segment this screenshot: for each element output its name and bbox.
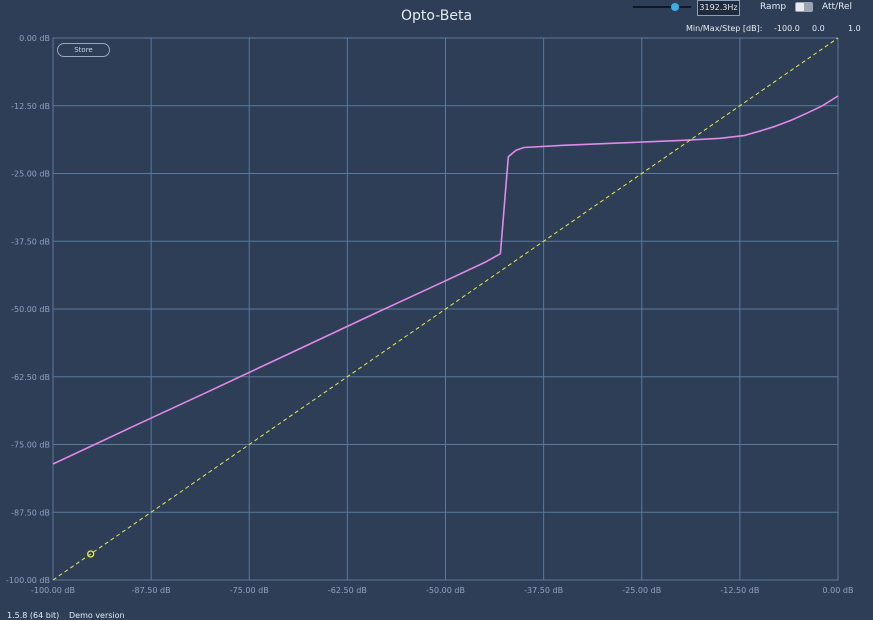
x-tick-label: -62.50 dB [328,586,367,595]
chart-series [52,37,839,581]
x-tick-label: -87.50 dB [132,586,171,595]
slider-track [633,6,691,8]
y-tick-label: -37.50 dB [11,237,50,246]
ramp-toggle[interactable] [795,2,813,12]
axis-tick-labels: -100.00 dB -87.50 dB -75.00 dB -62.50 dB -50… [6,34,853,595]
store-button[interactable]: Store [57,43,110,57]
min-value-field[interactable]: -100.0 [774,24,800,33]
y-tick-label: -87.50 dB [11,508,50,517]
y-tick-label: -75.00 dB [11,441,50,450]
y-tick-label: -100.00 dB [6,576,50,585]
version-label: 1.5.8 (64 bit) [7,611,60,620]
x-tick-label: -12.50 dB [720,586,759,595]
y-tick-label: -62.50 dB [11,373,50,382]
y-tick-label: -12.50 dB [11,102,50,111]
y-tick-label: -25.00 dB [11,170,50,179]
grid-lines [52,37,839,581]
demo-status-label: Demo version [69,611,125,620]
x-tick-label: -37.50 dB [524,586,563,595]
y-tick-label: 0.00 dB [19,34,50,43]
toggle-knob [796,3,804,11]
step-value-field[interactable]: 1.0 [848,24,861,33]
max-value-field[interactable]: 0.0 [812,24,825,33]
x-tick-label: -75.00 dB [230,586,269,595]
frequency-slider[interactable] [633,3,691,11]
min-max-step-label: Min/Max/Step [dB]: [686,24,763,33]
transfer-curve-line [52,95,839,465]
x-tick-label: 0.00 dB [823,586,854,595]
y-tick-label: -50.00 dB [11,305,50,314]
ramp-label: Ramp [760,2,787,12]
level-marker[interactable] [87,550,95,558]
x-tick-label: -50.00 dB [426,586,465,595]
frequency-field[interactable]: 3192.3Hz [697,0,740,16]
plugin-title: Opto-Beta [400,8,473,24]
slider-thumb[interactable] [670,3,679,11]
x-tick-label: -25.00 dB [622,586,661,595]
att-rel-label: Att/Rel [822,2,852,12]
unity-reference-line [52,37,839,581]
x-tick-label: -100.00 dB [31,586,75,595]
